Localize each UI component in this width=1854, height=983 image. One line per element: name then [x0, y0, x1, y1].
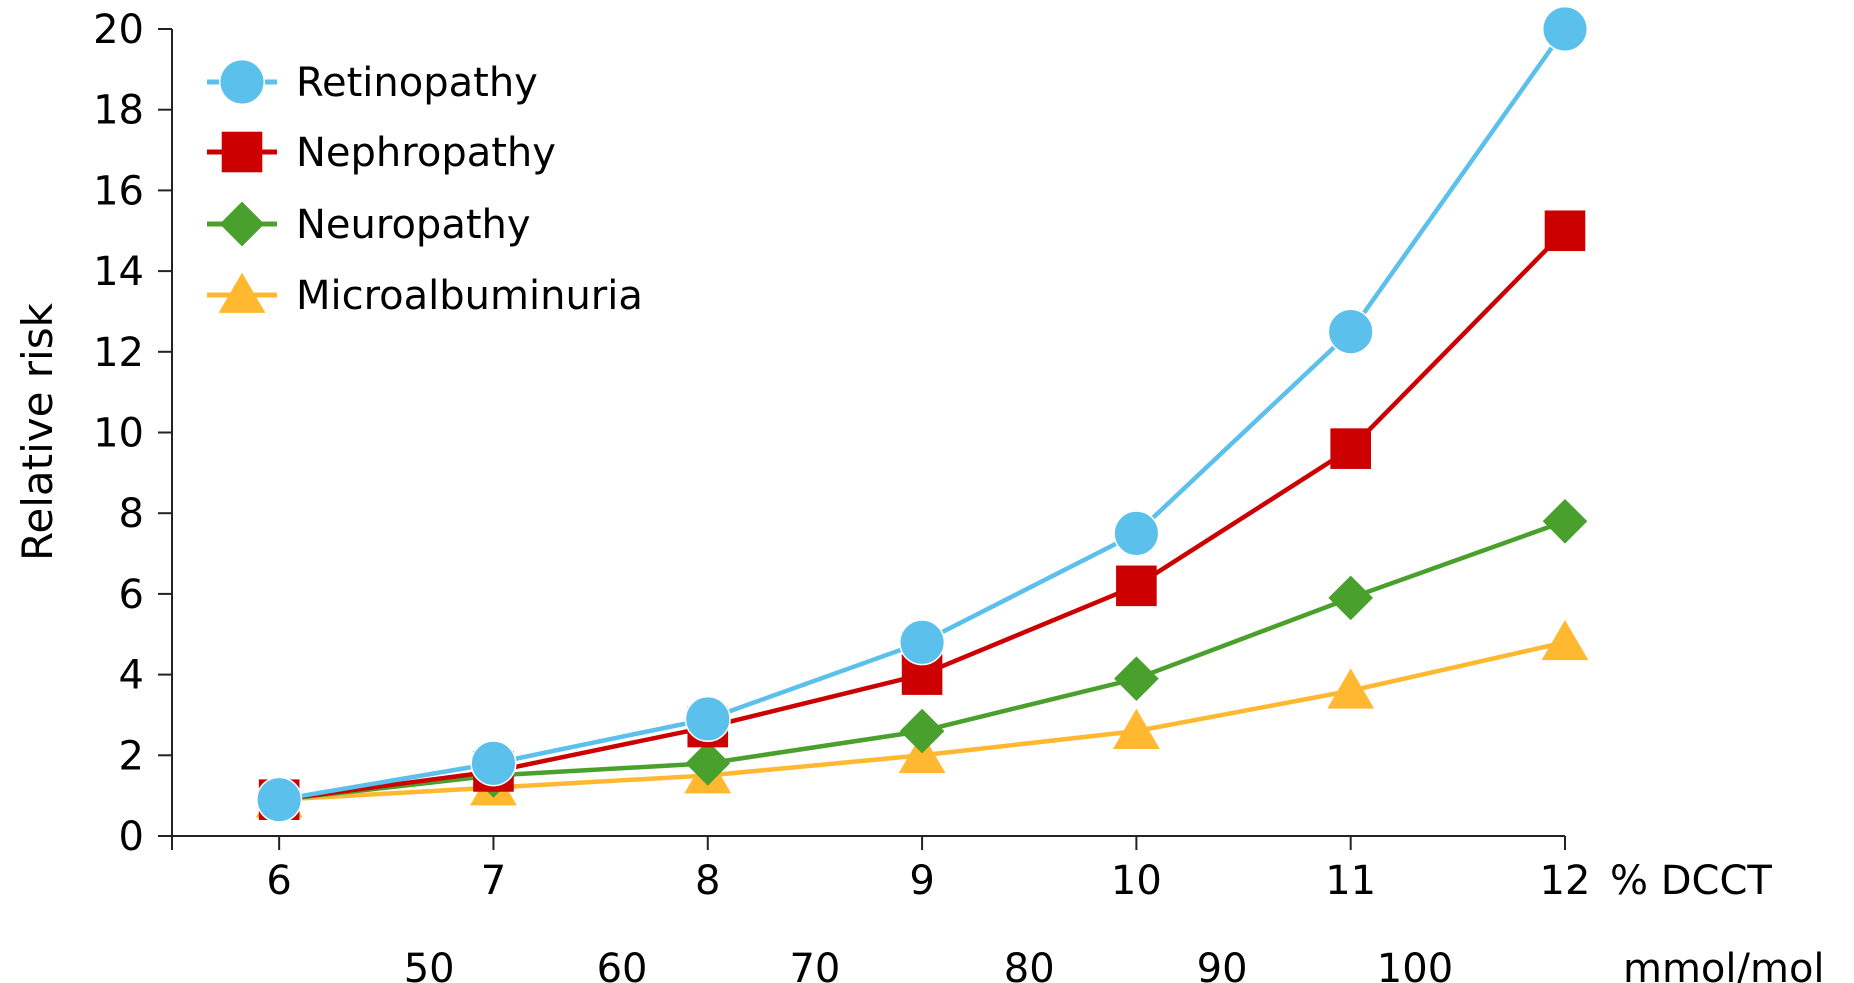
data-point-retinopathy [470, 740, 517, 787]
y-tick-label: 8 [119, 491, 144, 537]
axes: 0 2 4 6 8 10 12 14 16 18 20 6 7 8 9 10 11 12 50 60 70 80 90 100 [93, 7, 1590, 983]
x-tick-label: 12 [1540, 858, 1591, 904]
x2-tick-label: 50 [404, 946, 455, 983]
y-tick-label: 12 [93, 330, 144, 376]
data-point-neuropathy [1114, 656, 1159, 701]
legend-item-microalbuminuria: Microalbuminuria [207, 272, 643, 319]
x-tick-label: 8 [695, 858, 720, 904]
x2-tick-label: 70 [789, 946, 840, 983]
legend-item-neuropathy: Neuropathy [207, 201, 531, 248]
data-point-microalbuminuria [1112, 708, 1160, 749]
data-point-retinopathy [1113, 510, 1160, 557]
y-tick-label: 10 [93, 411, 144, 457]
y-tick-label: 16 [93, 168, 144, 214]
legend-item-nephropathy: Nephropathy [207, 130, 556, 176]
x-tick-label: 10 [1111, 858, 1162, 904]
series-retinopathy [256, 5, 1589, 823]
legend-item-retinopathy: Retinopathy [207, 58, 538, 106]
data-point-nephropathy [901, 654, 943, 695]
data-point-microalbuminuria [1327, 668, 1375, 709]
x-tick-label: 11 [1325, 858, 1376, 904]
legend: Retinopathy Nephropathy Neuropathy Microalb… [207, 58, 643, 319]
y-tick-label: 2 [119, 733, 144, 779]
legend-label-nephropathy: Nephropathy [296, 130, 556, 176]
y-axis-label: Relative risk [13, 302, 62, 561]
legend-label-microalbuminuria: Microalbuminuria [296, 273, 643, 319]
x2-tick-label: 100 [1377, 946, 1453, 983]
data-point-neuropathy [899, 708, 945, 754]
legend-marker-neuropathy [219, 201, 265, 247]
y-tick-label: 18 [93, 88, 144, 134]
x-tick-label: 6 [266, 858, 291, 904]
y-tick-label: 4 [119, 653, 144, 699]
data-point-microalbuminuria [1541, 620, 1589, 661]
y-tick-label: 20 [93, 7, 144, 53]
data-point-nephropathy [1116, 565, 1157, 607]
legend-label-neuropathy: Neuropathy [296, 202, 531, 248]
data-point-retinopathy [684, 695, 731, 743]
legend-marker-nephropathy [221, 131, 263, 173]
data-point-neuropathy [1328, 575, 1374, 621]
data-point-nephropathy [1544, 210, 1586, 252]
data-point-neuropathy [685, 741, 731, 786]
data-point-retinopathy [1541, 5, 1589, 53]
legend-marker-microalbuminuria [218, 272, 266, 313]
data-point-retinopathy [899, 619, 946, 666]
x2-tick-label: 80 [1004, 946, 1055, 983]
x-tick-label: 7 [481, 858, 506, 904]
series-layer [255, 5, 1589, 823]
x-axis-unit-label: % DCCT [1610, 858, 1772, 904]
data-point-neuropathy [1542, 498, 1588, 544]
x2-axis-unit-label: mmol/mol [1623, 946, 1825, 983]
data-point-retinopathy [1327, 308, 1374, 355]
y-tick-label: 0 [119, 814, 144, 860]
x2-tick-label: 90 [1197, 946, 1248, 983]
legend-label-retinopathy: Retinopathy [296, 60, 538, 106]
legend-marker-retinopathy [218, 58, 266, 106]
y-tick-label: 6 [119, 572, 144, 618]
x2-tick-label: 60 [597, 946, 648, 983]
x-tick-label: 9 [909, 858, 934, 904]
y-tick-label: 14 [93, 249, 144, 295]
data-point-nephropathy [1330, 428, 1371, 469]
data-point-retinopathy [256, 776, 303, 823]
